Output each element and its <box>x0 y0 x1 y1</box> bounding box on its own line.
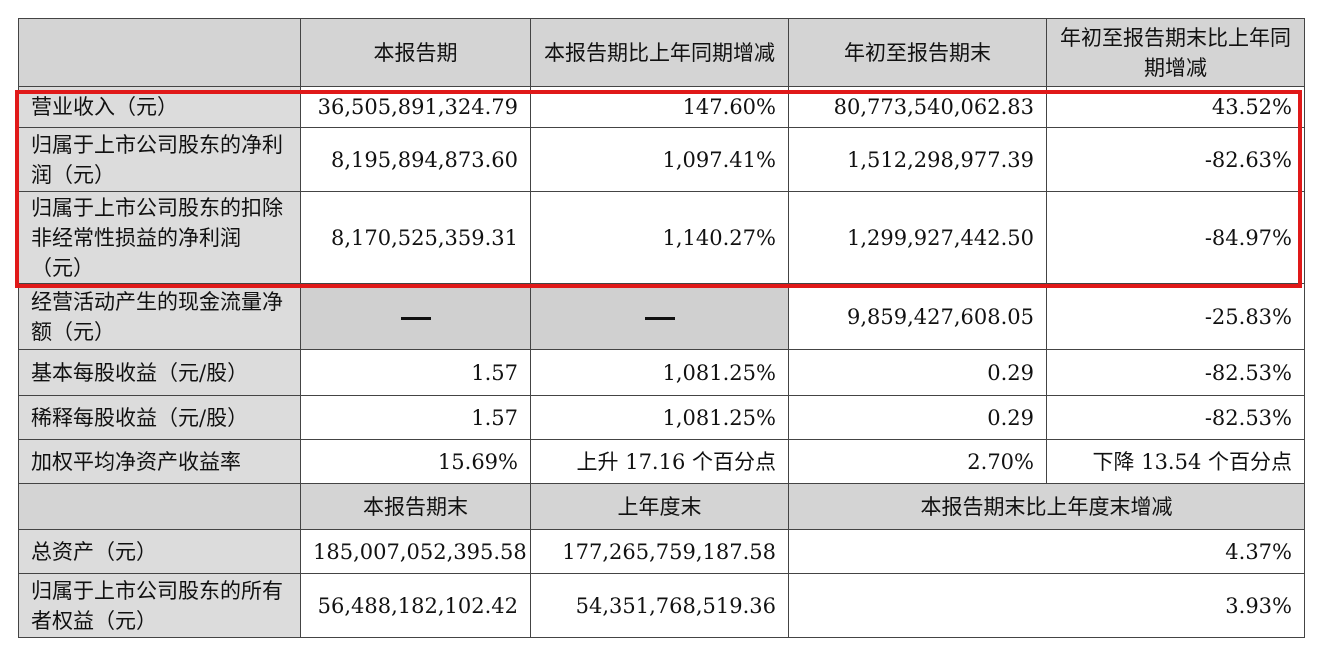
header-current-period-yoy: 本报告期比上年同期增减 <box>530 18 789 87</box>
row-label-diluted-eps: 稀释每股收益（元/股） <box>18 395 301 440</box>
table-row: 归属于上市公司股东的所有者权益（元） 56,488,182,102.42 54,… <box>18 573 1305 638</box>
cell-value: 2.70% <box>788 439 1047 484</box>
cell-value: 177,265,759,187.58 <box>530 529 789 574</box>
cell-value: 1,299,927,442.50 <box>788 191 1047 284</box>
table-row: 稀释每股收益（元/股） 1.57 1,081.25% 0.29 -82.53% <box>18 395 1305 440</box>
cell-value: 1,097.41% <box>530 127 789 192</box>
cell-value: 1.57 <box>300 395 531 440</box>
cell-value: 8,170,525,359.31 <box>300 191 531 284</box>
cell-value: 0.29 <box>788 349 1047 396</box>
row-label-roe: 加权平均净资产收益率 <box>18 439 301 484</box>
row-label-basic-eps: 基本每股收益（元/股） <box>18 349 301 396</box>
cell-value: 1,140.27% <box>530 191 789 284</box>
cell-value: 0.29 <box>788 395 1047 440</box>
cell-value: 36,505,891,324.79 <box>300 86 531 128</box>
cell-value: 15.69% <box>300 439 531 484</box>
header2-corner <box>18 483 301 530</box>
header-ytd: 年初至报告期末 <box>788 18 1047 87</box>
cell-value: 下降 13.54 个百分点 <box>1046 439 1305 484</box>
table-row: 归属于上市公司股东的扣除非经常性损益的净利润（元） 8,170,525,359.… <box>18 191 1305 284</box>
cell-value: -82.63% <box>1046 127 1305 192</box>
header-current-period: 本报告期 <box>300 18 531 87</box>
table-row: 经营活动产生的现金流量净额（元） 9,859,427,608.05 -25.83… <box>18 283 1305 350</box>
cell-value: -82.53% <box>1046 349 1305 396</box>
cell-not-applicable <box>530 283 789 350</box>
cell-not-applicable <box>300 283 531 350</box>
table-row: 总资产（元） 185,007,052,395.58 177,265,759,18… <box>18 529 1305 574</box>
cell-value: -82.53% <box>1046 395 1305 440</box>
cell-value: 185,007,052,395.58 <box>300 529 531 574</box>
row-label-net-profit: 归属于上市公司股东的净利润（元） <box>18 127 301 192</box>
cell-value: 1,081.25% <box>530 395 789 440</box>
cell-value: 4.37% <box>788 529 1305 574</box>
cell-value: 147.60% <box>530 86 789 128</box>
table-row: 归属于上市公司股东的净利润（元） 8,195,894,873.60 1,097.… <box>18 127 1305 192</box>
cell-value: -25.83% <box>1046 283 1305 350</box>
cell-value: 54,351,768,519.36 <box>530 573 789 638</box>
cell-value: 上升 17.16 个百分点 <box>530 439 789 484</box>
cell-value: 80,773,540,062.83 <box>788 86 1047 128</box>
dash-mark <box>400 316 431 320</box>
table-row: 加权平均净资产收益率 15.69% 上升 17.16 个百分点 2.70% 下降… <box>18 439 1305 484</box>
dash-mark <box>644 316 675 320</box>
row-label-operating-cash-flow: 经营活动产生的现金流量净额（元） <box>18 283 301 350</box>
row-label-total-assets: 总资产（元） <box>18 529 301 574</box>
row-label-owners-equity: 归属于上市公司股东的所有者权益（元） <box>18 573 301 638</box>
row-label-revenue: 营业收入（元） <box>18 86 301 128</box>
row-label-net-profit-deducted: 归属于上市公司股东的扣除非经常性损益的净利润（元） <box>18 191 301 284</box>
cell-value: 56,488,182,102.42 <box>300 573 531 638</box>
cell-value: 1,512,298,977.39 <box>788 127 1047 192</box>
cell-value: 43.52% <box>1046 86 1305 128</box>
header-row-2: 本报告期末 上年度末 本报告期末比上年度末增减 <box>18 483 1305 530</box>
cell-value: 1,081.25% <box>530 349 789 396</box>
header-change-vs-prior-year-end: 本报告期末比上年度末增减 <box>788 483 1305 530</box>
cell-value: 1.57 <box>300 349 531 396</box>
cell-value: 3.93% <box>788 573 1305 638</box>
financial-summary-table: 本报告期 本报告期比上年同期增减 年初至报告期末 年初至报告期末比上年同期增减 … <box>18 18 1305 638</box>
header-row: 本报告期 本报告期比上年同期增减 年初至报告期末 年初至报告期末比上年同期增减 <box>18 18 1305 87</box>
header-corner <box>18 18 301 87</box>
header-ytd-yoy: 年初至报告期末比上年同期增减 <box>1046 18 1305 87</box>
header-prior-year-end: 上年度末 <box>530 483 789 530</box>
cell-value: 8,195,894,873.60 <box>300 127 531 192</box>
cell-value: 9,859,427,608.05 <box>788 283 1047 350</box>
header-period-end: 本报告期末 <box>300 483 531 530</box>
cell-value: -84.97% <box>1046 191 1305 284</box>
table-row: 基本每股收益（元/股） 1.57 1,081.25% 0.29 -82.53% <box>18 349 1305 396</box>
table-row: 营业收入（元） 36,505,891,324.79 147.60% 80,773… <box>18 86 1305 128</box>
